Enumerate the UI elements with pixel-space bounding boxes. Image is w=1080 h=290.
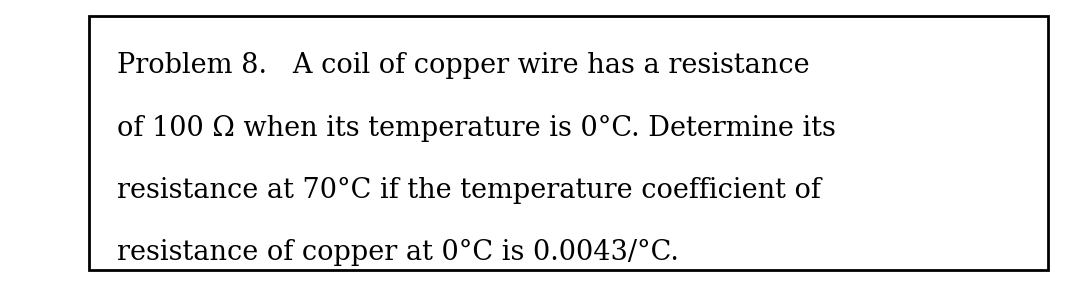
Text: Problem 8.   A coil of copper wire has a resistance: Problem 8. A coil of copper wire has a r… [117, 52, 809, 79]
FancyBboxPatch shape [89, 16, 1048, 270]
Text: resistance at 70°C if the temperature coefficient of: resistance at 70°C if the temperature co… [117, 177, 821, 204]
Text: of 100 Ω when its temperature is 0°C. Determine its: of 100 Ω when its temperature is 0°C. De… [117, 115, 836, 142]
Text: resistance of copper at 0°C is 0.0043/°C.: resistance of copper at 0°C is 0.0043/°C… [117, 239, 678, 266]
